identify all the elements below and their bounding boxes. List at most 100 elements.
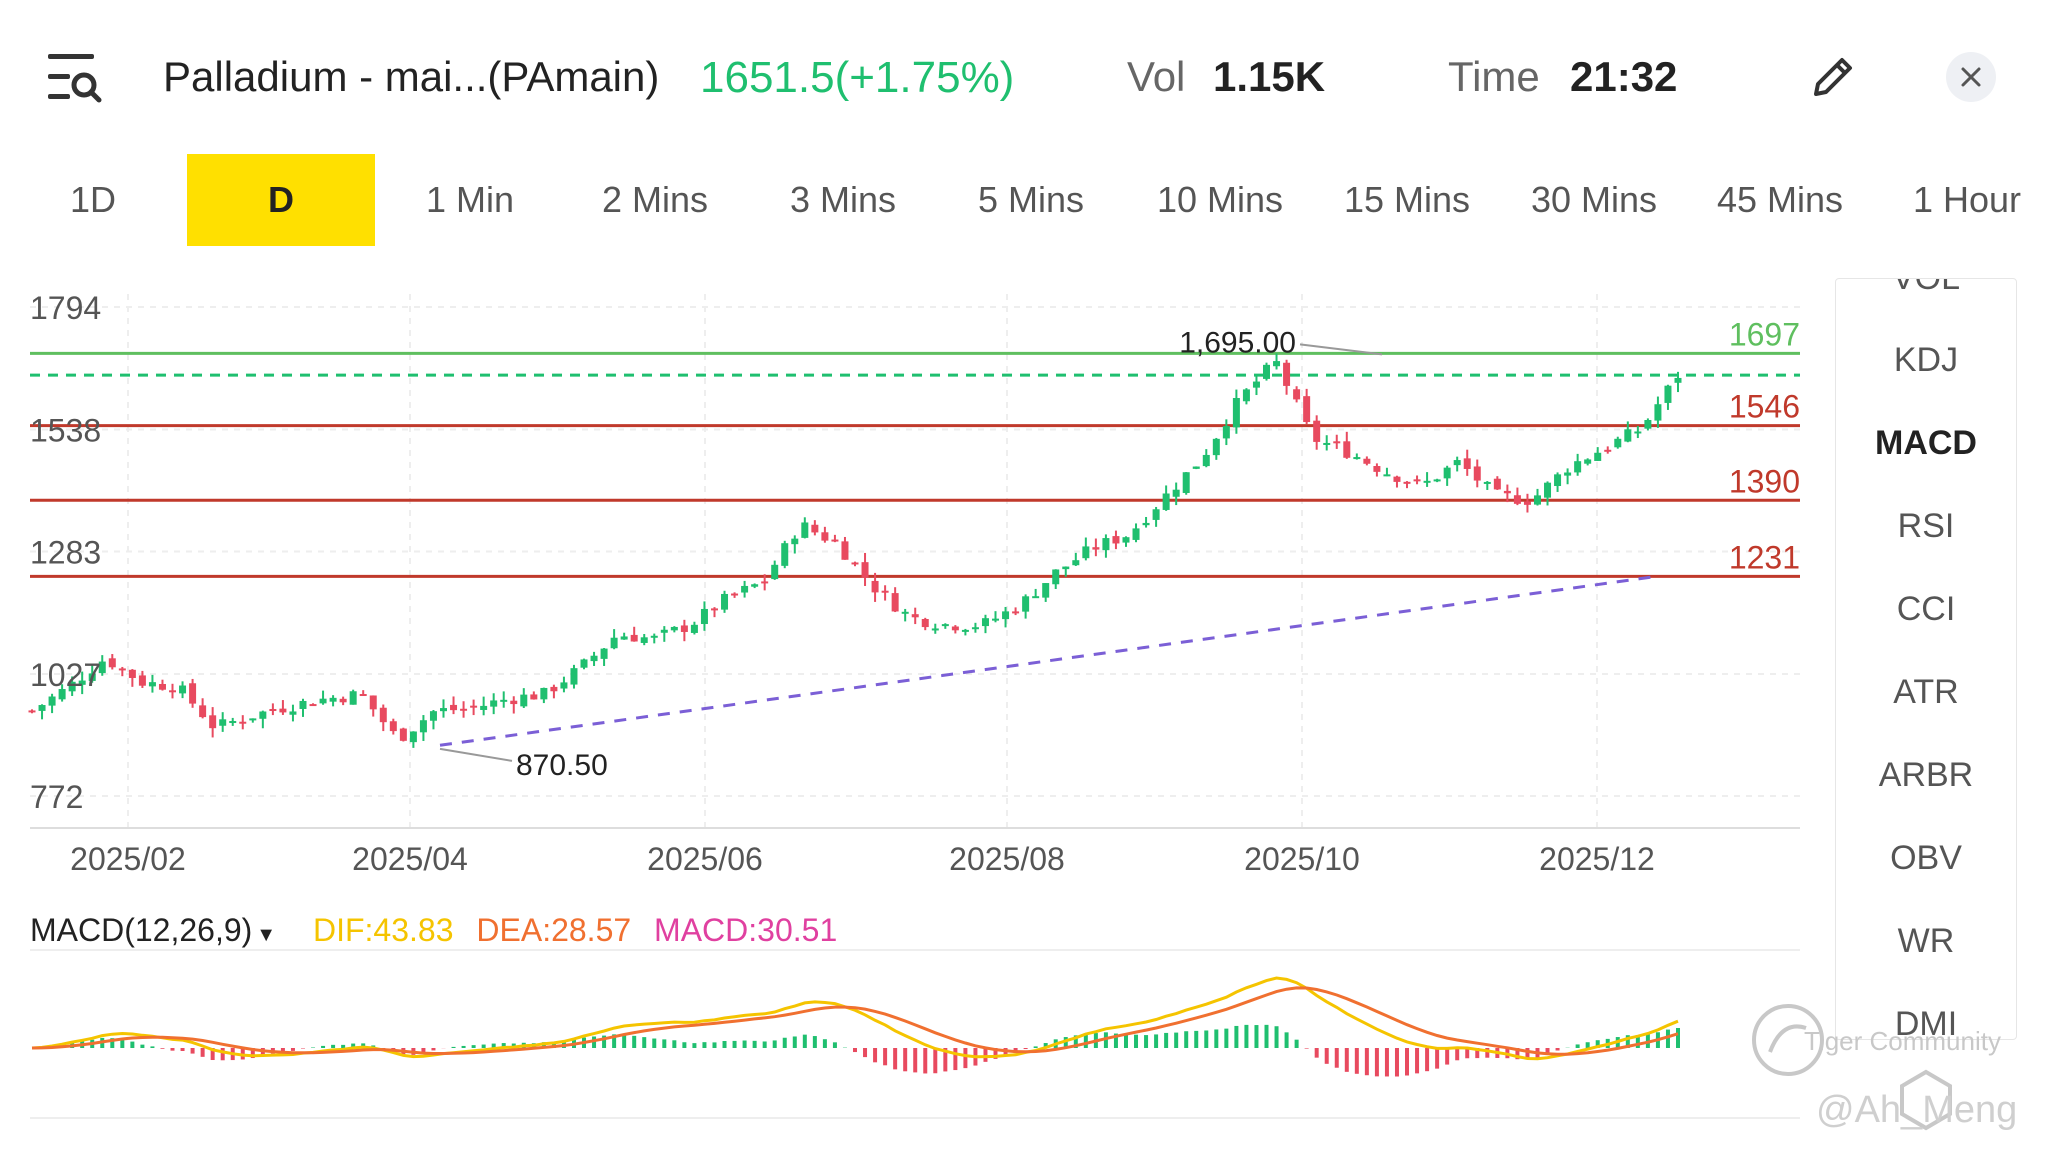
candle-body xyxy=(389,721,397,732)
indicator-wr[interactable]: WR xyxy=(1897,922,1955,960)
level-label: 1390 xyxy=(1729,463,1800,499)
macd-params[interactable]: MACD(12,26,9) ▼ xyxy=(30,912,290,948)
vol-label: Vol xyxy=(1127,53,1186,100)
timeframe-tabs: 1D D 1 Min 2 Mins 3 Mins 5 Mins 10 Mins … xyxy=(0,154,2048,246)
tab-1-hour[interactable]: 1 Hour xyxy=(1912,179,2022,220)
candle-body xyxy=(861,562,869,578)
candle-body xyxy=(1674,377,1682,383)
candlestick-chart[interactable]: 1697 1546 1390 1231 1,695.00 870.50 1794 1538… xyxy=(0,270,1820,1130)
candle-body xyxy=(189,683,197,704)
close-button[interactable] xyxy=(1946,52,1996,102)
trend-line xyxy=(439,574,1661,747)
candle-body xyxy=(911,614,919,618)
candle-body xyxy=(1594,452,1602,461)
indicator-arbr[interactable]: ARBR xyxy=(1878,756,1974,794)
tab-1-min[interactable]: 1 Min xyxy=(425,179,515,220)
indicator-cci[interactable]: CCI xyxy=(1896,590,1956,628)
y-axis: 1794 1538 1283 1027 772 xyxy=(30,290,101,815)
candle-body xyxy=(570,668,578,685)
top-bar: Palladium - mai...(PAmain) 1651.5(+1.75%… xyxy=(0,0,2048,150)
candle-body xyxy=(470,705,478,708)
candle-body xyxy=(349,691,357,705)
level-label: 1546 xyxy=(1729,389,1800,425)
candle-body xyxy=(239,721,247,724)
candle-body xyxy=(530,694,538,700)
tab-45-mins[interactable]: 45 Mins xyxy=(1716,179,1844,220)
candle-body xyxy=(731,593,739,596)
time-value: 21:32 xyxy=(1570,53,1678,100)
macd-legend: MACD(12,26,9) ▼ DIF:43.83 DEA:28.57 MACD:… xyxy=(30,912,851,949)
tab-10-mins[interactable]: 10 Mins xyxy=(1156,179,1284,220)
tab-15-mins[interactable]: 15 Mins xyxy=(1343,179,1471,220)
x-tick-label: 2025/02 xyxy=(70,841,186,877)
instrument-title[interactable]: Palladium - mai...(PAmain) xyxy=(163,53,660,100)
level-label: 1231 xyxy=(1729,539,1800,575)
candle-body xyxy=(1072,560,1080,566)
candle-body xyxy=(751,584,759,587)
candle-body xyxy=(841,541,849,560)
candle-body xyxy=(510,700,518,705)
search-menu-icon[interactable] xyxy=(46,52,102,104)
candle-body xyxy=(901,611,909,614)
candle-body xyxy=(369,695,377,710)
candle-body xyxy=(429,711,437,721)
candle-body xyxy=(1423,480,1431,483)
candle-body xyxy=(1614,438,1622,448)
candle-body xyxy=(148,682,156,687)
candle-body xyxy=(1192,466,1200,469)
tab-d[interactable]: D xyxy=(187,154,375,246)
candle-body xyxy=(992,618,1000,621)
tab-30-mins[interactable]: 30 Mins xyxy=(1530,179,1658,220)
indicator-macd[interactable]: MACD xyxy=(1875,424,1977,462)
candle-body xyxy=(700,608,708,625)
price-change: 1651.5(+1.75%) xyxy=(700,53,1015,102)
candle-body xyxy=(1182,472,1190,493)
candle-body xyxy=(1443,467,1451,479)
candle-body xyxy=(440,708,447,712)
high-annotation-label: 1,695.00 xyxy=(1179,326,1296,359)
candle-body xyxy=(1092,547,1100,550)
candle-body xyxy=(1022,596,1030,612)
candle-body xyxy=(1172,489,1180,497)
tab-5-mins[interactable]: 5 Mins xyxy=(977,179,1085,220)
candle-body xyxy=(971,627,979,630)
candle-body xyxy=(891,593,899,612)
edit-pencil-icon[interactable] xyxy=(1808,52,1858,102)
macd-dif: DIF:43.83 xyxy=(312,912,454,948)
candle-body xyxy=(811,524,819,533)
candle-body xyxy=(580,659,588,668)
candle-body xyxy=(1343,441,1351,458)
candle-body xyxy=(1604,449,1612,452)
candle-body xyxy=(851,562,859,565)
candle-body xyxy=(1232,398,1240,428)
macd-panel xyxy=(30,949,1800,1119)
candle-body xyxy=(1493,478,1501,490)
candle-body xyxy=(158,683,166,690)
candle-body xyxy=(229,721,237,724)
level-label: 1697 xyxy=(1729,316,1800,352)
indicator-kdj[interactable]: KDJ xyxy=(1893,341,1959,379)
candle-body xyxy=(1082,546,1090,559)
candle-body xyxy=(1393,476,1401,482)
candle-body xyxy=(941,624,949,627)
candle-body xyxy=(550,686,558,692)
candle-body xyxy=(1222,426,1230,439)
candle-body xyxy=(801,522,809,538)
y-tick-label: 1538 xyxy=(30,412,101,448)
candle-body xyxy=(1162,493,1170,510)
candle-body xyxy=(399,728,407,741)
candle-body xyxy=(520,694,528,707)
candle-body xyxy=(1273,361,1281,367)
indicator-vol[interactable]: VOL xyxy=(1891,278,1961,297)
indicator-rsi[interactable]: RSI xyxy=(1897,507,1955,545)
tab-3-mins[interactable]: 3 Mins xyxy=(789,179,897,220)
candle-body xyxy=(1062,566,1070,570)
indicator-dmi[interactable]: DMI xyxy=(1894,1005,1958,1040)
tab-1d[interactable]: 1D xyxy=(69,179,117,220)
indicator-obv[interactable]: OBV xyxy=(1890,839,1962,877)
x-tick-label: 2025/10 xyxy=(1244,841,1360,877)
candles xyxy=(28,353,1682,748)
indicator-atr[interactable]: ATR xyxy=(1893,673,1959,711)
candle-body xyxy=(1333,441,1341,444)
tab-2-mins[interactable]: 2 Mins xyxy=(601,179,709,220)
